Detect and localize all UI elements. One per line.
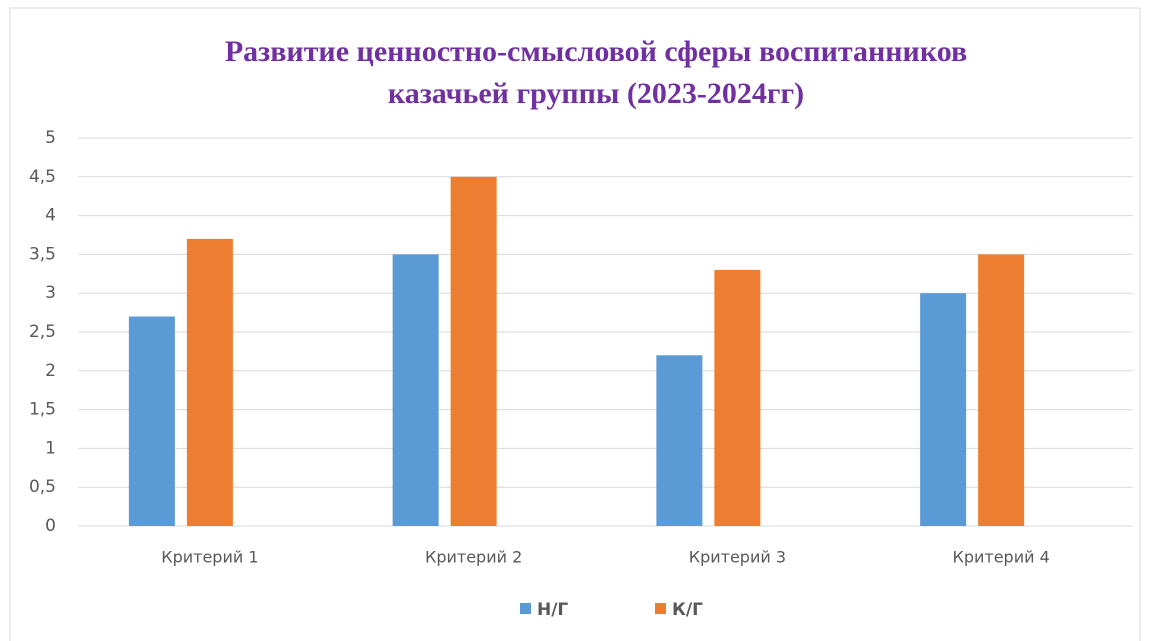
y-tick-label: 4,5 [29, 167, 56, 187]
x-tick-label: Критерий 2 [425, 548, 522, 567]
x-tick-label: Критерий 3 [689, 548, 786, 567]
y-tick-label: 4 [45, 206, 56, 226]
y-tick-label: 0,5 [29, 477, 56, 497]
y-tick-label: 1 [45, 438, 56, 458]
legend-swatch [520, 603, 531, 614]
y-tick-label: 2,5 [29, 322, 56, 342]
bar [714, 269, 761, 526]
bar [920, 293, 967, 526]
bar [656, 355, 703, 526]
legend-label: Н/Г [537, 600, 568, 620]
x-tick-label: Критерий 4 [952, 548, 1049, 567]
chart-title: Развитие ценностно-смысловой сферы воспи… [225, 35, 967, 68]
y-tick-label: 1,5 [29, 400, 56, 420]
bar [128, 316, 175, 526]
legend-label: К/Г [672, 600, 703, 620]
y-tick-label: 3 [45, 283, 56, 303]
bar [450, 176, 497, 527]
y-tick-label: 3,5 [29, 244, 56, 264]
x-tick-label: Критерий 1 [161, 548, 258, 567]
y-tick-label: 5 [45, 128, 56, 148]
bar [978, 254, 1025, 526]
chart-title: казачьей группы (2023-2024гг) [388, 77, 804, 110]
bar [186, 238, 233, 526]
legend-swatch [655, 603, 666, 614]
bar [392, 254, 439, 526]
y-tick-label: 0 [45, 516, 56, 536]
y-tick-label: 2 [45, 361, 56, 381]
